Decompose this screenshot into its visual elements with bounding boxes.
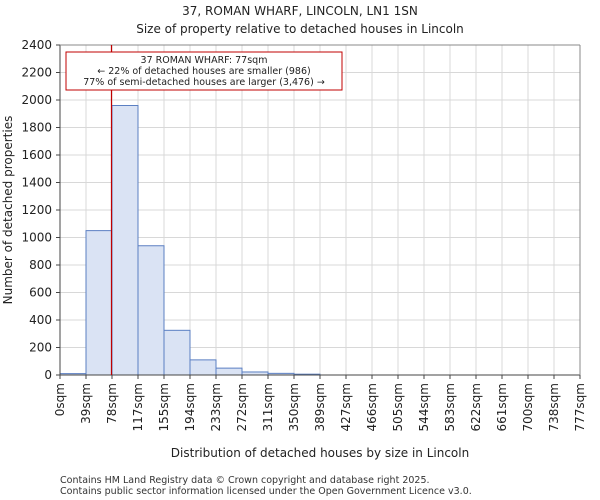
y-tick-label: 1000 bbox=[21, 231, 52, 245]
histogram-bar bbox=[215, 367, 243, 376]
x-tick-label: 311sqm bbox=[261, 383, 275, 431]
x-tick-label: 466sqm bbox=[365, 383, 379, 431]
y-tick-label: 800 bbox=[29, 258, 52, 272]
histogram-bar bbox=[85, 230, 113, 376]
y-tick-label: 2400 bbox=[21, 38, 52, 52]
y-axis-title: Number of detached properties bbox=[1, 116, 15, 305]
y-tick-label: 400 bbox=[29, 313, 52, 327]
y-tick-label: 200 bbox=[29, 341, 52, 355]
histogram-bar bbox=[137, 245, 165, 376]
x-tick-label: 117sqm bbox=[131, 383, 145, 431]
y-tick-label: 1600 bbox=[21, 148, 52, 162]
x-tick-label: 155sqm bbox=[157, 383, 171, 431]
x-tick-label: 544sqm bbox=[417, 383, 431, 431]
x-tick-label: 39sqm bbox=[79, 383, 93, 424]
footer-copyright: Contains HM Land Registry data © Crown c… bbox=[60, 475, 430, 486]
y-tick-label: 1400 bbox=[21, 176, 52, 190]
histogram-bar bbox=[189, 359, 217, 376]
x-tick-label: 583sqm bbox=[443, 383, 457, 431]
y-tick-label: 600 bbox=[29, 286, 52, 300]
x-tick-label: 0sqm bbox=[53, 383, 67, 416]
annotation-line-smaller: ← 22% of detached houses are smaller (98… bbox=[97, 66, 310, 77]
annotation-line-larger: 77% of semi-detached houses are larger (… bbox=[83, 77, 325, 88]
y-tick-label: 1800 bbox=[21, 121, 52, 135]
y-tick-label: 2200 bbox=[21, 66, 52, 80]
histogram-bar bbox=[111, 105, 139, 376]
annotation-line-size: 37 ROMAN WHARF: 77sqm bbox=[141, 55, 268, 66]
y-tick-label: 1200 bbox=[21, 203, 52, 217]
x-tick-label: 777sqm bbox=[573, 383, 587, 431]
x-axis-title: Distribution of detached houses by size … bbox=[171, 446, 469, 460]
x-tick-label: 622sqm bbox=[469, 383, 483, 431]
x-tick-label: 738sqm bbox=[547, 383, 561, 431]
annotation-box bbox=[65, 51, 343, 91]
x-tick-label: 505sqm bbox=[391, 383, 405, 431]
x-tick-label: 194sqm bbox=[183, 383, 197, 431]
x-tick-label: 427sqm bbox=[339, 383, 353, 431]
x-tick-label: 272sqm bbox=[235, 383, 249, 431]
y-tick-label: 2000 bbox=[21, 93, 52, 107]
chart-title-subtitle: Size of property relative to detached ho… bbox=[136, 22, 464, 36]
x-tick-label: 233sqm bbox=[209, 383, 223, 431]
y-tick-label: 0 bbox=[44, 368, 52, 382]
x-tick-label: 661sqm bbox=[495, 383, 509, 431]
footer-licence: Contains public sector information licen… bbox=[60, 486, 472, 497]
histogram-bar bbox=[163, 329, 191, 376]
x-tick-label: 350sqm bbox=[287, 383, 301, 431]
x-tick-label: 700sqm bbox=[521, 383, 535, 431]
x-tick-label: 78sqm bbox=[105, 383, 119, 424]
chart-title-address: 37, ROMAN WHARF, LINCOLN, LN1 1SN bbox=[182, 4, 418, 18]
x-tick-label: 389sqm bbox=[313, 383, 327, 431]
